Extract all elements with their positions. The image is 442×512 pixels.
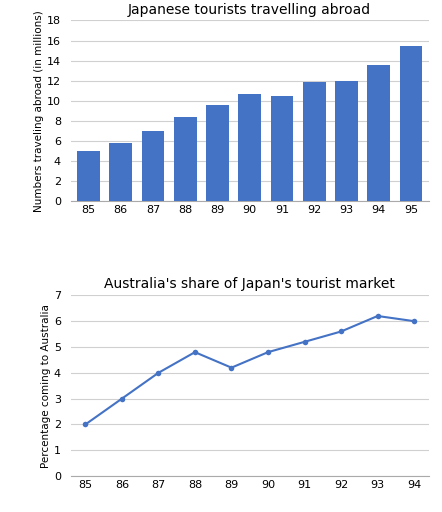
Bar <box>142 131 164 201</box>
Bar <box>77 151 100 201</box>
Title: Japanese tourists travelling abroad: Japanese tourists travelling abroad <box>128 3 371 16</box>
Title: Australia's share of Japan's tourist market: Australia's share of Japan's tourist mar… <box>104 278 395 291</box>
Bar <box>271 96 293 201</box>
Bar <box>335 81 358 201</box>
Y-axis label: Percentage coming to Australia: Percentage coming to Australia <box>41 304 51 467</box>
Bar <box>367 65 390 201</box>
Bar <box>400 46 422 201</box>
Bar <box>174 117 197 201</box>
Bar <box>206 105 229 201</box>
Bar <box>238 94 261 201</box>
Bar <box>110 143 132 201</box>
Bar <box>303 82 325 201</box>
Y-axis label: Numbers traveling abroad (in millions): Numbers traveling abroad (in millions) <box>34 10 44 212</box>
